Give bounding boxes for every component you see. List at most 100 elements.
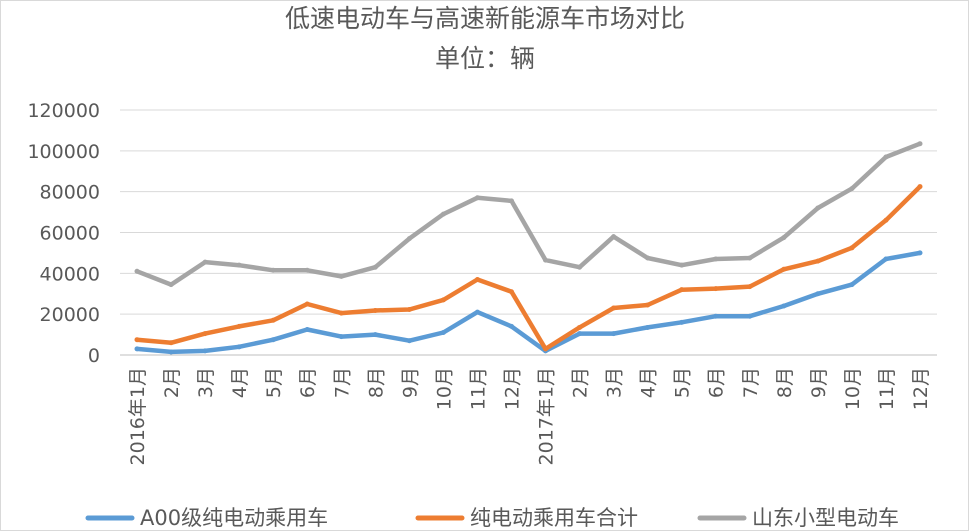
data-point [747,313,753,319]
data-point [679,319,685,325]
data-point [577,331,583,337]
data-point [883,217,889,223]
x-axis-ticks: 2016年1月 2月 3月 4月 5月 6月 7月 8月 9月 10月 11月 12月 2017年1月 2… [127,367,932,465]
x-tick-label: 4月 [229,367,251,398]
data-point [474,309,480,315]
data-point [747,255,753,261]
data-point [679,287,685,293]
data-point [781,303,787,309]
data-point [270,267,276,273]
data-point [202,259,208,265]
data-point [917,141,923,147]
x-tick-label: 2月 [161,367,183,398]
x-tick-label: 9月 [808,367,830,398]
x-tick-label: 12月 [501,367,523,410]
data-point [611,234,617,240]
data-point [304,326,310,332]
data-point [474,195,480,201]
data-point [849,245,855,251]
data-point [508,198,514,204]
x-tick-label: 2016年1月 [127,367,149,465]
data-point [713,313,719,319]
data-point [372,307,378,313]
data-point [270,337,276,343]
data-point [338,334,344,340]
y-tick-label: 100000 [27,141,100,163]
data-point [134,268,140,274]
data-point [304,301,310,307]
data-point [577,324,583,330]
data-point [577,264,583,270]
data-point [406,338,412,344]
x-tick-label: 5月 [672,367,694,398]
x-tick-label: 5月 [263,367,285,398]
y-tick-label: 20000 [40,304,100,326]
series-line-3 [134,141,923,287]
gridlines [120,109,937,356]
data-point [168,282,174,288]
data-point [781,266,787,272]
x-tick-label: 12月 [910,367,932,410]
x-tick-label: 4月 [638,367,660,398]
data-point [849,186,855,192]
x-tick-label: 7月 [331,367,353,398]
x-tick-label: 7月 [740,367,762,398]
data-point [372,332,378,338]
data-point [270,317,276,323]
chart-subtitle: 单位：辆 [435,44,535,73]
data-point [168,349,174,355]
x-tick-label: 10月 [433,367,455,410]
legend-label: 纯电动乘用车合计 [470,506,638,530]
y-tick-label: 0 [88,345,100,367]
series-lines [134,141,923,355]
data-point [645,255,651,261]
x-tick-label: 9月 [399,367,421,398]
data-point [815,291,821,297]
data-point [611,331,617,337]
x-tick-label: 8月 [774,367,796,398]
data-point [236,262,242,268]
y-axis-ticks: 0 20000 40000 60000 80000 100000 120000 [27,100,100,367]
data-point [815,205,821,211]
x-tick-label: 2月 [570,367,592,398]
x-tick-label: 3月 [195,367,217,398]
x-tick-label: 3月 [604,367,626,398]
data-point [134,346,140,352]
data-point [849,282,855,288]
data-point [406,236,412,242]
data-point [406,306,412,312]
x-tick-label: 2017年1月 [536,367,558,465]
x-tick-label: 10月 [842,367,864,410]
data-point [883,256,889,262]
data-point [883,154,889,160]
data-point [440,297,446,303]
x-tick-label: 8月 [365,367,387,398]
data-point [679,262,685,268]
data-point [508,323,514,329]
data-point [611,305,617,311]
legend: A00级纯电动乘用车 纯电动乘用车合计 山东小型电动车 [85,506,899,530]
x-tick-label: 6月 [297,367,319,398]
data-point [474,276,480,282]
data-point [543,346,549,352]
legend-label: 山东小型电动车 [752,506,899,530]
y-tick-label: 80000 [40,182,100,204]
y-tick-label: 120000 [27,100,100,122]
data-point [440,211,446,217]
legend-label: A00级纯电动乘用车 [140,506,328,530]
data-point [713,256,719,262]
data-point [440,330,446,336]
series-line-2 [134,184,923,352]
data-point [917,250,923,256]
data-point [747,284,753,290]
data-point [543,257,549,263]
data-point [202,348,208,354]
data-point [338,273,344,279]
y-tick-label: 40000 [40,263,100,285]
series-line-1 [134,250,923,355]
data-point [372,264,378,270]
data-point [168,340,174,346]
data-point [645,324,651,330]
x-tick-label: 11月 [876,367,898,410]
